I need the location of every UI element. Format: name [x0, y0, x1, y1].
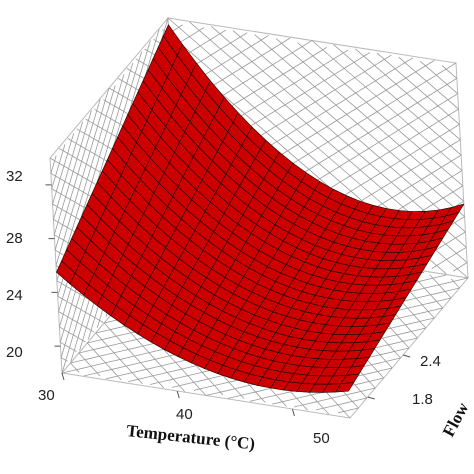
- x-axis-title: Temperature (°C): [126, 421, 256, 453]
- left-wall-grid-line: [52, 132, 75, 205]
- floor-grid-line: [103, 322, 164, 389]
- surface-cell: [335, 382, 355, 393]
- back-wall-grid-line: [275, 38, 464, 202]
- floor-grid-line: [70, 362, 80, 373]
- left-wall-grid-line: [58, 311, 95, 333]
- y-tick-mark: [402, 354, 411, 358]
- back-wall-grid-line: [297, 42, 464, 187]
- back-wall-grid-line: [211, 25, 467, 248]
- x-tick-mark: [291, 408, 295, 417]
- floor-grid-line: [316, 397, 367, 411]
- z-tick-label: 28: [6, 230, 23, 247]
- response-surface: [56, 24, 465, 393]
- y-tick-label: 2.4: [420, 353, 441, 370]
- back-wall-grid-line: [232, 30, 466, 233]
- back-wall-grid-line: [431, 246, 467, 269]
- back-wall-grid-line: [419, 60, 458, 95]
- left-wall-grid-line: [60, 341, 77, 353]
- floor-grid-line: [95, 332, 143, 385]
- x-tick-label: 50: [313, 430, 330, 447]
- x-tick-mark: [61, 372, 65, 381]
- floor-grid-line: [78, 352, 101, 377]
- z-tick-label: 32: [6, 168, 23, 185]
- floor-grid-line: [87, 342, 122, 381]
- back-wall-grid-line: [254, 34, 465, 217]
- left-wall-grid-line: [53, 110, 92, 235]
- y-tick-mark: [367, 396, 375, 400]
- left-wall-grid-line: [60, 357, 68, 362]
- left-wall-grid-line: [53, 121, 83, 220]
- y-tick-label: 1.8: [412, 391, 433, 408]
- back-wall-grid-line: [355, 48, 461, 141]
- z-tick-label: 24: [6, 287, 23, 304]
- floor-grid-line: [338, 407, 359, 414]
- x-tick-mark: [176, 390, 180, 399]
- back-wall-grid-line: [333, 44, 462, 156]
- left-wall-grid-line: [51, 144, 66, 189]
- back-wall-grid-line: [311, 40, 463, 171]
- x-tick-label: 30: [38, 387, 55, 404]
- left-wall-grid-line: [57, 295, 104, 323]
- left-wall-grid-line: [50, 155, 57, 174]
- back-wall-grid-line: [376, 52, 460, 125]
- y-axis-title: Flow: [439, 399, 473, 440]
- floor-grid-line: [450, 278, 460, 289]
- floor-grid-line: [294, 387, 376, 408]
- z-tick-label: 20: [6, 344, 23, 361]
- back-wall-grid-line: [441, 65, 458, 79]
- back-wall-grid-line: [398, 56, 459, 110]
- x-tick-label: 40: [176, 406, 193, 423]
- left-wall-grid-line: [56, 85, 116, 282]
- floor-grid-line: [429, 274, 452, 299]
- back-wall-grid-line: [453, 262, 468, 272]
